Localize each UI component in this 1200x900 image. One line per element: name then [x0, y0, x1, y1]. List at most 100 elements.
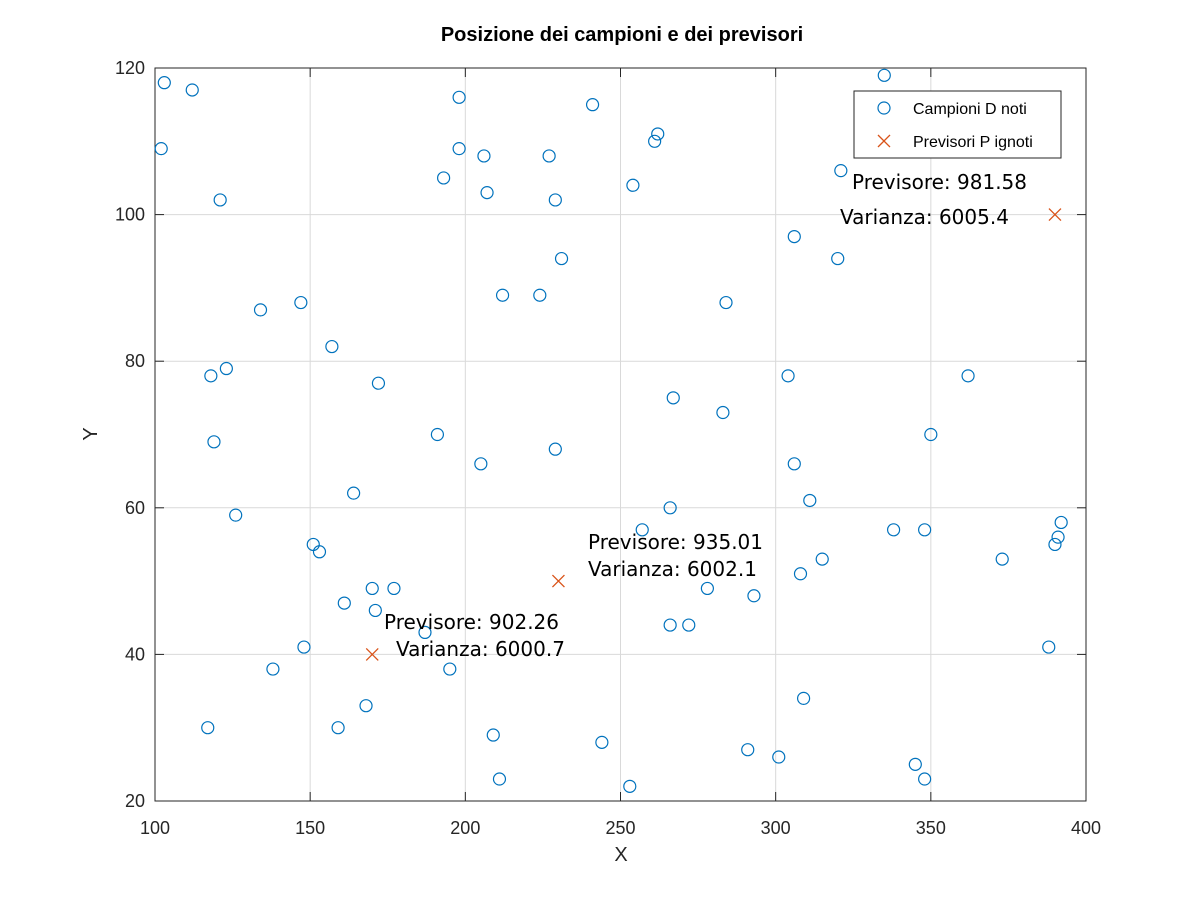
x-tick-label: 300: [761, 818, 791, 838]
sample-point-marker: [877, 68, 891, 82]
sample-point-marker: [803, 493, 817, 508]
sample-point-marker: [253, 303, 268, 317]
sample-point-marker: [585, 98, 600, 112]
sample-point-marker: [368, 603, 382, 618]
sample-point-marker: [185, 83, 199, 97]
sample-point-marker: [204, 369, 218, 383]
sample-point-marker: [682, 618, 696, 632]
sample-point-marker: [201, 721, 215, 735]
annotation-3-line1: Previsore: 981.58: [852, 170, 1027, 194]
sample-point-marker: [418, 625, 432, 640]
sample-point-marker: [626, 178, 640, 192]
sample-point-marker: [443, 662, 457, 676]
sample-point-marker: [719, 295, 733, 310]
sample-point-marker: [635, 523, 649, 537]
sample-point-marker: [452, 142, 466, 156]
sample-point-marker: [781, 369, 795, 383]
sample-point-marker: [595, 735, 609, 749]
sample-point-marker: [542, 149, 556, 163]
sample-point-marker: [651, 127, 665, 141]
sample-point-marker: [908, 757, 922, 771]
legend-circle-icon: [877, 101, 891, 115]
sample-point-marker: [492, 772, 507, 786]
sample-point-marker: [961, 369, 975, 383]
x-tick-label: 100: [140, 818, 170, 838]
sample-point-marker: [266, 662, 280, 676]
sample-point-marker: [347, 486, 361, 500]
sample-point-marker: [207, 435, 221, 449]
sample-point-marker: [831, 251, 845, 266]
sample-point-marker: [834, 164, 848, 178]
sample-point-marker: [787, 229, 801, 244]
sample-point-marker: [437, 171, 451, 185]
predictor-point-marker: [1048, 208, 1062, 222]
y-axis-label: Y: [80, 427, 102, 440]
sample-point-marker: [918, 772, 932, 786]
sample-point-marker: [554, 251, 569, 266]
chart-title: Posizione dei campioni e dei previsori: [441, 24, 803, 46]
predictor-point-marker: [551, 574, 565, 588]
sample-point-marker: [312, 545, 327, 559]
predictor-point-marker: [365, 647, 379, 661]
sample-point-marker: [666, 391, 680, 405]
annotation-layer: Previsore: 902.26 Varianza: 6000.7 Previ…: [384, 170, 1027, 661]
x-tick-label: 350: [916, 818, 946, 838]
sample-point-marker: [474, 457, 488, 471]
sample-point-marker: [815, 552, 829, 566]
sample-point-marker: [154, 142, 168, 156]
plot-area: Previsore: 902.26 Varianza: 6000.7 Previ…: [154, 67, 1087, 802]
sample-point-marker: [229, 508, 243, 522]
y-tick-labels: 20 40 60 80 100 120: [115, 58, 145, 811]
sample-point-marker: [648, 134, 662, 148]
sample-point-marker: [533, 288, 547, 302]
sample-point-marker: [663, 501, 677, 515]
sample-point-marker: [294, 295, 308, 310]
sample-point-marker: [387, 581, 401, 596]
sample-point-marker: [452, 90, 466, 104]
sample-point-marker: [886, 523, 901, 537]
sample-point-marker: [213, 193, 227, 207]
sample-point-marker: [331, 721, 345, 735]
annotation-2-line2: Varianza: 6002.1: [588, 557, 757, 581]
sample-point-marker: [700, 581, 714, 596]
sample-point-marker: [430, 427, 445, 442]
sample-point-marker: [371, 376, 386, 390]
annotation-3-line2: Varianza: 6005.4: [840, 205, 1009, 229]
x-axis-label: X: [614, 844, 627, 866]
x-tick-label: 400: [1071, 818, 1101, 838]
sample-point-marker: [924, 427, 938, 442]
sample-point-marker: [663, 618, 677, 632]
sample-point-marker: [548, 442, 562, 456]
sample-point-marker: [477, 149, 491, 163]
sample-point-marker: [297, 640, 311, 654]
y-tick-label: 120: [115, 58, 145, 78]
sample-point-marker: [157, 76, 171, 90]
sample-point-marker: [772, 750, 786, 764]
sample-point-marker: [495, 288, 510, 302]
legend-box: [853, 90, 1062, 159]
sample-point-marker: [1042, 640, 1056, 654]
x-tick-labels: 100 150 200 250 300 350 400: [140, 818, 1101, 838]
sample-point-marker: [623, 779, 637, 793]
sample-point-marker: [796, 691, 811, 705]
y-tick-label: 40: [125, 644, 145, 664]
y-tick-label: 100: [115, 205, 145, 225]
sample-point-marker: [480, 186, 494, 200]
sample-point-marker: [995, 552, 1009, 566]
axes-box: [154, 67, 1087, 802]
annotation-1-line2: Varianza: 6000.7: [396, 637, 565, 661]
sample-point-marker: [918, 523, 932, 537]
sample-point-marker: [325, 339, 339, 354]
annotation-1-line1: Previsore: 902.26: [384, 610, 559, 634]
sample-point-marker: [787, 457, 801, 471]
y-tick-label: 60: [125, 498, 145, 518]
sample-point-marker: [219, 361, 233, 376]
sample-point-marker: [1048, 537, 1062, 552]
y-tick-label: 80: [125, 351, 145, 371]
marker-layer: [154, 68, 1068, 793]
sample-point-marker: [716, 405, 730, 420]
y-tick-label: 20: [125, 791, 145, 811]
legend-label-campioni: Campioni D noti: [913, 101, 1027, 118]
sample-point-marker: [337, 596, 351, 610]
